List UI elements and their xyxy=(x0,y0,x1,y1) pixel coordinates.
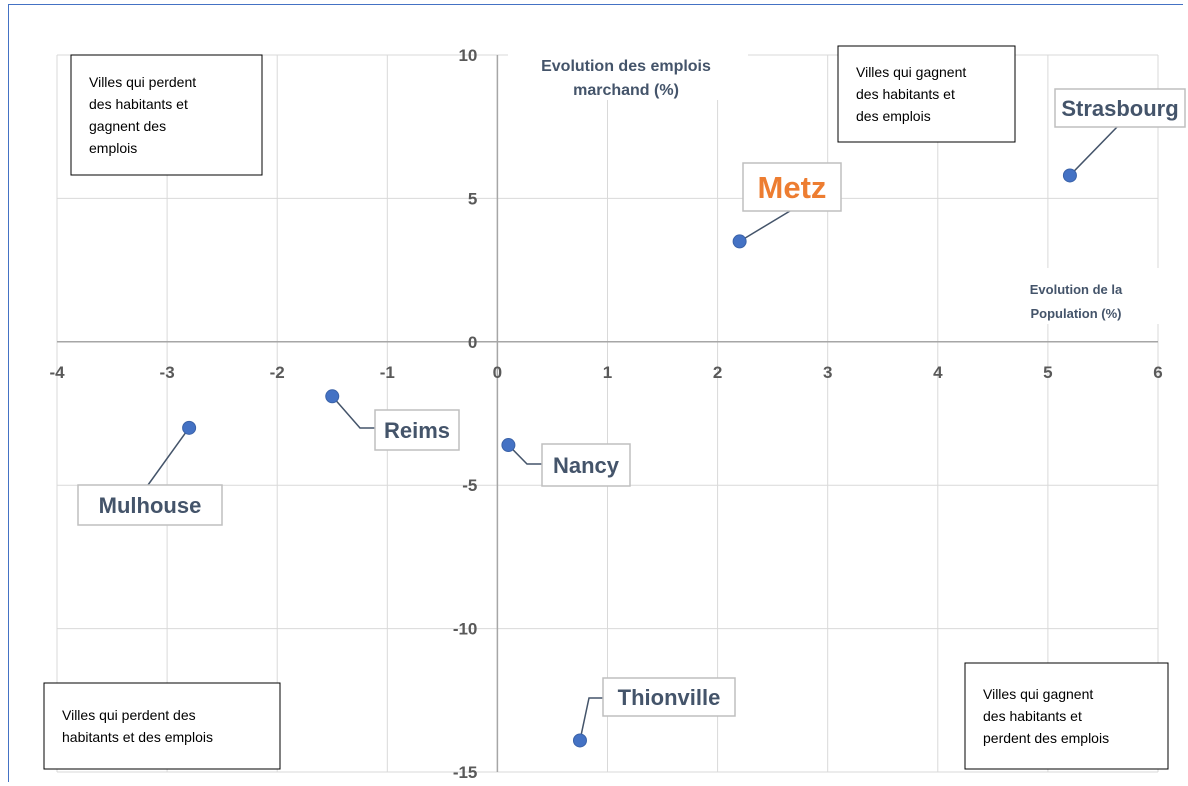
x-tick-label: -2 xyxy=(270,363,285,382)
data-point-marker xyxy=(325,389,340,404)
data-points: Strasbourg Metz Reims Mulhouse Nancy Thionvil… xyxy=(77,88,1186,748)
data-point-marker xyxy=(182,420,197,435)
x-tick-label: 1 xyxy=(603,363,612,382)
data-point-marker xyxy=(501,438,516,453)
data-label: Nancy xyxy=(553,453,620,478)
quadrant-note-box xyxy=(70,54,263,176)
quadrant-note-text: Villes qui perdent des habitants et des e… xyxy=(62,707,213,745)
data-point-marker xyxy=(1062,168,1077,183)
quadrant-note-line: des habitants et xyxy=(983,708,1082,724)
leader-line xyxy=(147,427,190,486)
quadrant-note-box xyxy=(837,45,1016,143)
y-tick-label: -15 xyxy=(453,763,478,782)
quadrant-note-line: Villes qui gagnent xyxy=(856,64,966,80)
x-tick-label: 5 xyxy=(1043,363,1052,382)
y-tick-label: 0 xyxy=(468,333,477,352)
quadrant-note-line: perdent des emplois xyxy=(983,730,1109,746)
y-axis-title-bg xyxy=(508,46,748,100)
x-tick-label: 3 xyxy=(823,363,832,382)
point-mulhouse: Mulhouse xyxy=(77,420,223,526)
axis-titles: Evolution des emplois marchand (%)Evoluti… xyxy=(508,46,1160,324)
leader-line xyxy=(579,697,603,741)
x-tick-label: 6 xyxy=(1153,363,1162,382)
point-metz: Metz xyxy=(732,162,842,249)
leader-line xyxy=(331,395,376,429)
quadrant-note-top-left: Villes qui perdent des habitants et gagnen… xyxy=(70,54,263,176)
quadrant-note-line: Villes qui gagnent xyxy=(983,686,1093,702)
quadrant-note-text: Villes qui gagnent des habitants et perden… xyxy=(983,686,1109,746)
quadrant-note-bottom-left: Villes qui perdent des habitants et des e… xyxy=(43,682,281,770)
quadrant-note-line: des emplois xyxy=(856,108,931,124)
data-label: Mulhouse xyxy=(99,493,202,518)
data-point-marker xyxy=(732,234,747,249)
leader-line xyxy=(1069,125,1119,176)
data-label-box xyxy=(1054,88,1186,128)
data-label: Reims xyxy=(384,418,450,443)
quadrant-note-text: Villes qui gagnent des habitants et des em… xyxy=(856,64,966,124)
y-tick-label: 10 xyxy=(458,46,477,65)
point-thionville: Thionville xyxy=(572,677,736,748)
x-axis-title-bg xyxy=(1000,268,1160,324)
x-tick-label: -1 xyxy=(380,363,395,382)
point-nancy: Nancy xyxy=(501,438,631,487)
x-axis-title-line: Population (%) xyxy=(1031,306,1122,321)
data-label-box xyxy=(541,443,631,487)
point-reims: Reims xyxy=(325,389,460,451)
x-tick-label: 4 xyxy=(933,363,943,382)
data-label-box xyxy=(602,677,736,717)
data-label: Thionville xyxy=(618,685,721,710)
point-strasbourg: Strasbourg xyxy=(1054,88,1186,183)
leader-line xyxy=(507,444,543,465)
y-axis-title: Evolution des emplois marchand (%) xyxy=(541,58,711,99)
quadrant-note-line: emplois xyxy=(89,140,137,156)
data-point-marker xyxy=(572,733,587,748)
x-tick-label: 2 xyxy=(713,363,722,382)
quadrant-note-line: des habitants et xyxy=(89,96,188,112)
y-axis-title-line: marchand (%) xyxy=(573,82,679,99)
leader-line xyxy=(739,210,791,243)
quadrant-note-top-right: Villes qui gagnent des habitants et des em… xyxy=(837,45,1016,143)
data-label-box xyxy=(77,484,223,526)
quadrant-note-line: Villes qui perdent des xyxy=(62,707,196,723)
data-label: Strasbourg xyxy=(1061,96,1178,121)
chart-frame xyxy=(8,4,1183,782)
axes xyxy=(57,55,1158,772)
y-tick-label: -10 xyxy=(453,620,478,639)
data-label-box xyxy=(374,409,460,451)
quadrant-annotations: Villes qui perdent des habitants et gagnen… xyxy=(43,45,1169,770)
x-axis-title-line: Evolution de la xyxy=(1030,282,1123,297)
quadrant-note-text: Villes qui perdent des habitants et gagnen… xyxy=(89,74,196,156)
quadrant-note-bottom-right: Villes qui gagnent des habitants et perden… xyxy=(964,662,1169,770)
x-tick-label: -3 xyxy=(160,363,175,382)
quadrant-note-box xyxy=(964,662,1169,770)
quadrant-note-box xyxy=(43,682,281,770)
data-label: Metz xyxy=(758,170,827,205)
x-tick-label: -4 xyxy=(49,363,65,382)
quadrant-note-line: gagnent des xyxy=(89,118,166,134)
x-tick-label: 0 xyxy=(493,363,502,382)
quadrant-note-line: Villes qui perdent xyxy=(89,74,196,90)
data-label-box xyxy=(742,162,842,212)
quadrant-note-line: des habitants et xyxy=(856,86,955,102)
y-tick-label: 5 xyxy=(468,189,477,208)
x-axis-title: Evolution de la Population (%) xyxy=(1030,282,1123,321)
y-axis-title-line: Evolution des emplois xyxy=(541,58,711,75)
y-tick-label: -5 xyxy=(462,476,477,495)
quadrant-note-line: habitants et des emplois xyxy=(62,729,213,745)
